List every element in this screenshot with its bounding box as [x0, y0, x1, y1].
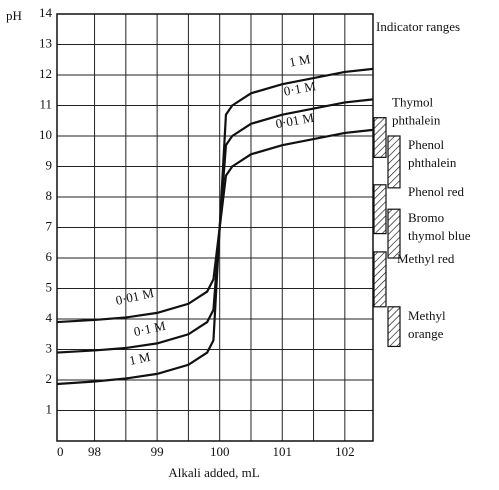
y-tick-label: 14 — [39, 5, 53, 20]
curve — [56, 128, 374, 324]
y-tick-label: 11 — [39, 96, 52, 111]
indicator-label: thymol blue — [408, 228, 471, 243]
y-tick-label: 8 — [46, 188, 53, 203]
indicator-label: Bromo — [408, 210, 444, 225]
x-tick-label: 100 — [210, 444, 230, 459]
indicator-label: Methyl red — [397, 251, 455, 266]
y-tick-label: 5 — [46, 279, 53, 294]
indicator-label: Thymol — [392, 95, 434, 110]
indicator-range — [387, 208, 401, 259]
y-tick-label: 2 — [46, 371, 53, 386]
indicator-title: Indicator ranges — [376, 19, 460, 34]
plot-frame — [56, 13, 374, 442]
indicator-label: phthalein — [392, 113, 441, 128]
indicator-range — [387, 306, 401, 348]
y-tick-label: 6 — [46, 249, 53, 264]
curve-label: 0·1 M — [132, 318, 167, 339]
indicator-label: orange — [408, 326, 444, 341]
indicator-range — [373, 184, 387, 235]
curve-label: 0·1 M — [283, 78, 318, 98]
indicator-range — [387, 135, 401, 189]
curve — [56, 67, 374, 386]
y-tick-label: 10 — [39, 127, 52, 142]
curve-label: 0·01 M — [274, 110, 315, 132]
y-tick-label: 7 — [46, 218, 53, 233]
curve-label: 1 M — [288, 51, 312, 70]
x-tick-label: 99 — [151, 444, 164, 459]
x-axis-label: Alkali added, mL — [168, 465, 259, 480]
y-axis-label: pH — [6, 8, 22, 23]
x-tick-label: 0 — [57, 444, 64, 459]
indicator-label: Phenol — [408, 137, 445, 152]
x-tick-label: 101 — [273, 444, 293, 459]
y-tick-label: 9 — [46, 157, 53, 172]
x-tick-label: 102 — [335, 444, 355, 459]
indicator-range — [373, 117, 387, 158]
indicator-range — [373, 251, 387, 308]
indicator-label: Phenol red — [408, 184, 464, 199]
y-tick-label: 3 — [46, 340, 53, 355]
y-tick-label: 4 — [46, 310, 53, 325]
indicator-label: Methyl — [408, 308, 446, 323]
y-tick-label: 1 — [46, 401, 53, 416]
x-tick-label: 98 — [88, 444, 101, 459]
y-tick-label: 12 — [39, 66, 52, 81]
indicator-label: phthalein — [408, 155, 457, 170]
y-tick-label: 13 — [39, 35, 52, 50]
curve-label: 1 M — [128, 349, 152, 368]
